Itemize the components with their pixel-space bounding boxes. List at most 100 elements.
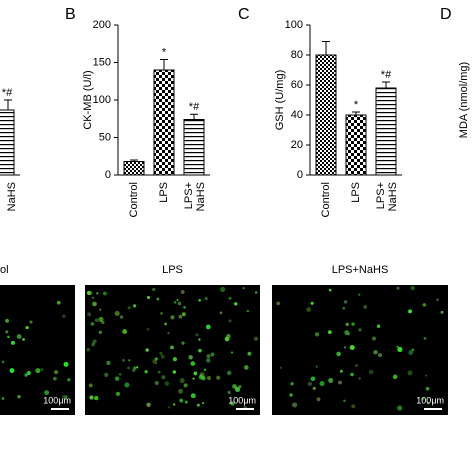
cell [176,299,179,302]
cell [292,402,298,408]
y-tick-label: 40 [291,109,303,121]
cell [246,309,250,313]
cell [88,290,93,295]
cell [5,330,9,334]
cell [102,291,107,296]
cell [94,318,99,323]
cell [164,381,170,386]
cell [172,403,176,406]
cell [226,333,231,339]
cell [178,314,183,319]
cell [26,370,31,376]
cell [22,337,26,341]
cell [7,335,10,339]
category-label: NaHS [6,182,18,211]
cell [53,369,59,375]
y-axis-label: MDA (nmol/mg) [458,62,470,138]
cell [178,388,184,394]
y-tick-label: 100 [93,94,111,106]
cell [205,358,211,363]
cell [203,368,207,371]
y-axis-label: GSH (U/mg) [274,70,286,131]
partial-bar [0,109,15,176]
cell [172,370,176,374]
cell [411,348,415,352]
error-bar [130,159,138,162]
cell [336,351,341,357]
cell [396,345,399,348]
y-tick-label: 200 [93,19,111,31]
cell [228,319,232,323]
cell [328,377,334,384]
cell [227,390,231,395]
bar [183,119,205,176]
cell [146,328,150,331]
cell [319,381,325,387]
x-tick-label: LPS+ [183,182,195,209]
y-tick-label: 60 [291,79,303,91]
cell [425,374,428,377]
cell [279,366,282,369]
cell [127,306,131,310]
error-bar [352,111,360,115]
cell [242,286,245,290]
cell [168,406,171,409]
cell [160,312,163,315]
bar [315,54,337,176]
cell [40,368,44,371]
cell [407,370,413,376]
cell [205,324,211,330]
cell [368,369,374,375]
cell [119,315,124,319]
cell [92,301,97,307]
cell [254,291,258,294]
cell [146,402,151,407]
cell [351,404,356,409]
cell [307,381,313,387]
cell [289,393,293,397]
cell [145,348,149,352]
cell [231,351,234,354]
cell [92,339,97,344]
cell [24,373,28,377]
cell [63,361,69,367]
x-tick-label: NaHS [195,182,207,211]
cell [91,296,95,299]
cell [327,330,332,335]
cell [44,390,50,396]
annotation: *# [381,69,392,81]
x-tick-label: LPS [350,182,362,203]
cell [345,322,349,327]
cell [423,336,427,340]
cell [253,336,259,341]
y-tick-label: 50 [99,131,111,143]
cell [159,351,163,355]
cell [127,366,130,370]
image-title: LPS [162,264,183,276]
cell [436,298,439,302]
cell [170,315,175,320]
cell [396,286,400,290]
cell [99,308,102,311]
cell [98,330,103,335]
cell [343,399,346,403]
cell [179,398,184,403]
cell [122,329,128,334]
cell [219,311,223,315]
micrograph [85,285,260,415]
cell [25,326,29,330]
cell [90,321,95,326]
cell [338,380,342,385]
cell [310,301,314,305]
annotation: * [162,46,167,58]
y-tick-label: 0 [297,169,303,181]
cell [88,383,93,388]
cell [156,297,160,301]
x-tick-label: NaHS [387,182,399,211]
cell [106,360,111,366]
cell [408,350,414,355]
cell [122,359,125,362]
cell [226,370,232,376]
cell [425,386,430,391]
